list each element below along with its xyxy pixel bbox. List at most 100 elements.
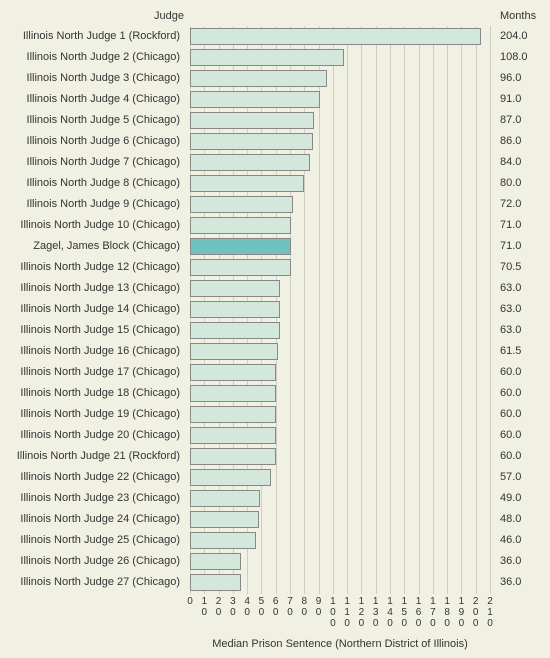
judge-label: Illinois North Judge 4 (Chicago) bbox=[0, 89, 184, 110]
months-value: 36.0 bbox=[500, 551, 521, 572]
judge-label: Illinois North Judge 14 (Chicago) bbox=[0, 299, 184, 320]
x-tick-label: 180 bbox=[440, 596, 454, 629]
months-value: 57.0 bbox=[500, 467, 521, 488]
judge-label: Illinois North Judge 3 (Chicago) bbox=[0, 68, 184, 89]
table-row: Illinois North Judge 25 (Chicago) 46.0 bbox=[0, 530, 550, 551]
months-value: 80.0 bbox=[500, 173, 521, 194]
x-tick-label: 40 bbox=[240, 596, 254, 618]
judge-label: Illinois North Judge 13 (Chicago) bbox=[0, 278, 184, 299]
judge-label: Zagel, James Block (Chicago) bbox=[0, 236, 184, 257]
median-sentence-bar-chart: Judge Months Illinois North Judge 1 (Roc… bbox=[0, 0, 550, 658]
table-row: Illinois North Judge 22 (Chicago) 57.0 bbox=[0, 467, 550, 488]
judge-label: Illinois North Judge 27 (Chicago) bbox=[0, 572, 184, 593]
judge-label: Illinois North Judge 24 (Chicago) bbox=[0, 509, 184, 530]
x-tick-label: 90 bbox=[312, 596, 326, 618]
x-tick-label: 100 bbox=[326, 596, 340, 629]
table-row: Illinois North Judge 10 (Chicago) 71.0 bbox=[0, 215, 550, 236]
x-tick-label: 200 bbox=[469, 596, 483, 629]
table-row: Illinois North Judge 14 (Chicago) 63.0 bbox=[0, 299, 550, 320]
x-tick-label: 60 bbox=[269, 596, 283, 618]
x-axis-ticks: 0102030405060708090100110120130140150160… bbox=[190, 596, 490, 636]
table-row: Illinois North Judge 1 (Rockford) 204.0 bbox=[0, 26, 550, 47]
table-row: Illinois North Judge 24 (Chicago)48.0 bbox=[0, 509, 550, 530]
table-row: Illinois North Judge 27 (Chicago) 36.0 bbox=[0, 572, 550, 593]
table-row: Illinois North Judge 6 (Chicago)86.0 bbox=[0, 131, 550, 152]
judge-label: Illinois North Judge 23 (Chicago) bbox=[0, 488, 184, 509]
judge-label: Illinois North Judge 8 (Chicago) bbox=[0, 173, 184, 194]
table-row: Illinois North Judge 19 (Chicago)60.0 bbox=[0, 404, 550, 425]
x-tick-label: 70 bbox=[283, 596, 297, 618]
months-value: 108.0 bbox=[500, 47, 528, 68]
judge-label: Illinois North Judge 16 (Chicago) bbox=[0, 341, 184, 362]
months-value: 60.0 bbox=[500, 425, 521, 446]
judge-label: Illinois North Judge 20 (Chicago) bbox=[0, 425, 184, 446]
column-header-months: Months bbox=[500, 10, 536, 22]
table-row: Illinois North Judge 21 (Rockford) 60.0 bbox=[0, 446, 550, 467]
x-tick-label: 30 bbox=[226, 596, 240, 618]
table-row: Illinois North Judge 7 (Chicago)84.0 bbox=[0, 152, 550, 173]
months-value: 63.0 bbox=[500, 278, 521, 299]
months-value: 36.0 bbox=[500, 572, 521, 593]
table-row: Illinois North Judge 2 (Chicago)108.0 bbox=[0, 47, 550, 68]
table-row: Illinois North Judge 16 (Chicago) 61.5 bbox=[0, 341, 550, 362]
table-row: Illinois North Judge 15 (Chicago) 63.0 bbox=[0, 320, 550, 341]
months-value: 204.0 bbox=[500, 26, 528, 47]
months-value: 71.0 bbox=[500, 215, 521, 236]
months-value: 71.0 bbox=[500, 236, 521, 257]
months-value: 87.0 bbox=[500, 110, 521, 131]
x-tick-label: 10 bbox=[197, 596, 211, 618]
x-tick-label: 140 bbox=[383, 596, 397, 629]
months-value: 63.0 bbox=[500, 320, 521, 341]
table-row: Illinois North Judge 26 (Chicago)36.0 bbox=[0, 551, 550, 572]
judge-label: Illinois North Judge 17 (Chicago) bbox=[0, 362, 184, 383]
x-tick-label: 50 bbox=[254, 596, 268, 618]
x-tick-label: 170 bbox=[426, 596, 440, 629]
months-value: 63.0 bbox=[500, 299, 521, 320]
x-tick-label: 80 bbox=[297, 596, 311, 618]
judge-label: Illinois North Judge 10 (Chicago) bbox=[0, 215, 184, 236]
months-value: 96.0 bbox=[500, 68, 521, 89]
months-value: 72.0 bbox=[500, 194, 521, 215]
x-axis-title: Median Prison Sentence (Northern Distric… bbox=[190, 638, 490, 650]
table-row: Illinois North Judge 23 (Chicago) 49.0 bbox=[0, 488, 550, 509]
months-value: 60.0 bbox=[500, 446, 521, 467]
table-row: Illinois North Judge 17 (Chicago)60.0 bbox=[0, 362, 550, 383]
table-row: Zagel, James Block (Chicago) 71.0 bbox=[0, 236, 550, 257]
x-tick-label: 210 bbox=[483, 596, 497, 629]
column-header-judge: Judge bbox=[0, 10, 184, 22]
judge-label: Illinois North Judge 22 (Chicago) bbox=[0, 467, 184, 488]
months-value: 60.0 bbox=[500, 383, 521, 404]
x-tick-label: 0 bbox=[183, 596, 197, 607]
judge-label: Illinois North Judge 12 (Chicago) bbox=[0, 257, 184, 278]
judge-label: Illinois North Judge 5 (Chicago) bbox=[0, 110, 184, 131]
table-row: Illinois North Judge 8 (Chicago) 80.0 bbox=[0, 173, 550, 194]
table-row: Illinois North Judge 18 (Chicago) 60.0 bbox=[0, 383, 550, 404]
judge-label: Illinois North Judge 1 (Rockford) bbox=[0, 26, 184, 47]
table-row: Illinois North Judge 5 (Chicago) 87.0 bbox=[0, 110, 550, 131]
judge-label: Illinois North Judge 9 (Chicago) bbox=[0, 194, 184, 215]
table-row: Illinois North Judge 12 (Chicago) 70.5 bbox=[0, 257, 550, 278]
judge-label: Illinois North Judge 25 (Chicago) bbox=[0, 530, 184, 551]
table-row: Illinois North Judge 4 (Chicago) 91.0 bbox=[0, 89, 550, 110]
table-row: Illinois North Judge 20 (Chicago) 60.0 bbox=[0, 425, 550, 446]
x-tick-label: 150 bbox=[397, 596, 411, 629]
months-value: 60.0 bbox=[500, 404, 521, 425]
table-row: Illinois North Judge 9 (Chicago) 72.0 bbox=[0, 194, 550, 215]
months-value: 91.0 bbox=[500, 89, 521, 110]
x-tick-label: 120 bbox=[354, 596, 368, 629]
judge-label: Illinois North Judge 6 (Chicago) bbox=[0, 131, 184, 152]
months-value: 70.5 bbox=[500, 257, 521, 278]
judge-label: Illinois North Judge 18 (Chicago) bbox=[0, 383, 184, 404]
months-value: 49.0 bbox=[500, 488, 521, 509]
months-value: 84.0 bbox=[500, 152, 521, 173]
table-row: Illinois North Judge 13 (Chicago) 63.0 bbox=[0, 278, 550, 299]
judge-label: Illinois North Judge 15 (Chicago) bbox=[0, 320, 184, 341]
x-tick-label: 160 bbox=[412, 596, 426, 629]
months-value: 46.0 bbox=[500, 530, 521, 551]
judge-label: Illinois North Judge 21 (Rockford) bbox=[0, 446, 184, 467]
x-tick-label: 190 bbox=[454, 596, 468, 629]
x-tick-label: 130 bbox=[369, 596, 383, 629]
x-tick-label: 110 bbox=[340, 596, 354, 629]
months-value: 61.5 bbox=[500, 341, 521, 362]
x-tick-label: 20 bbox=[212, 596, 226, 618]
